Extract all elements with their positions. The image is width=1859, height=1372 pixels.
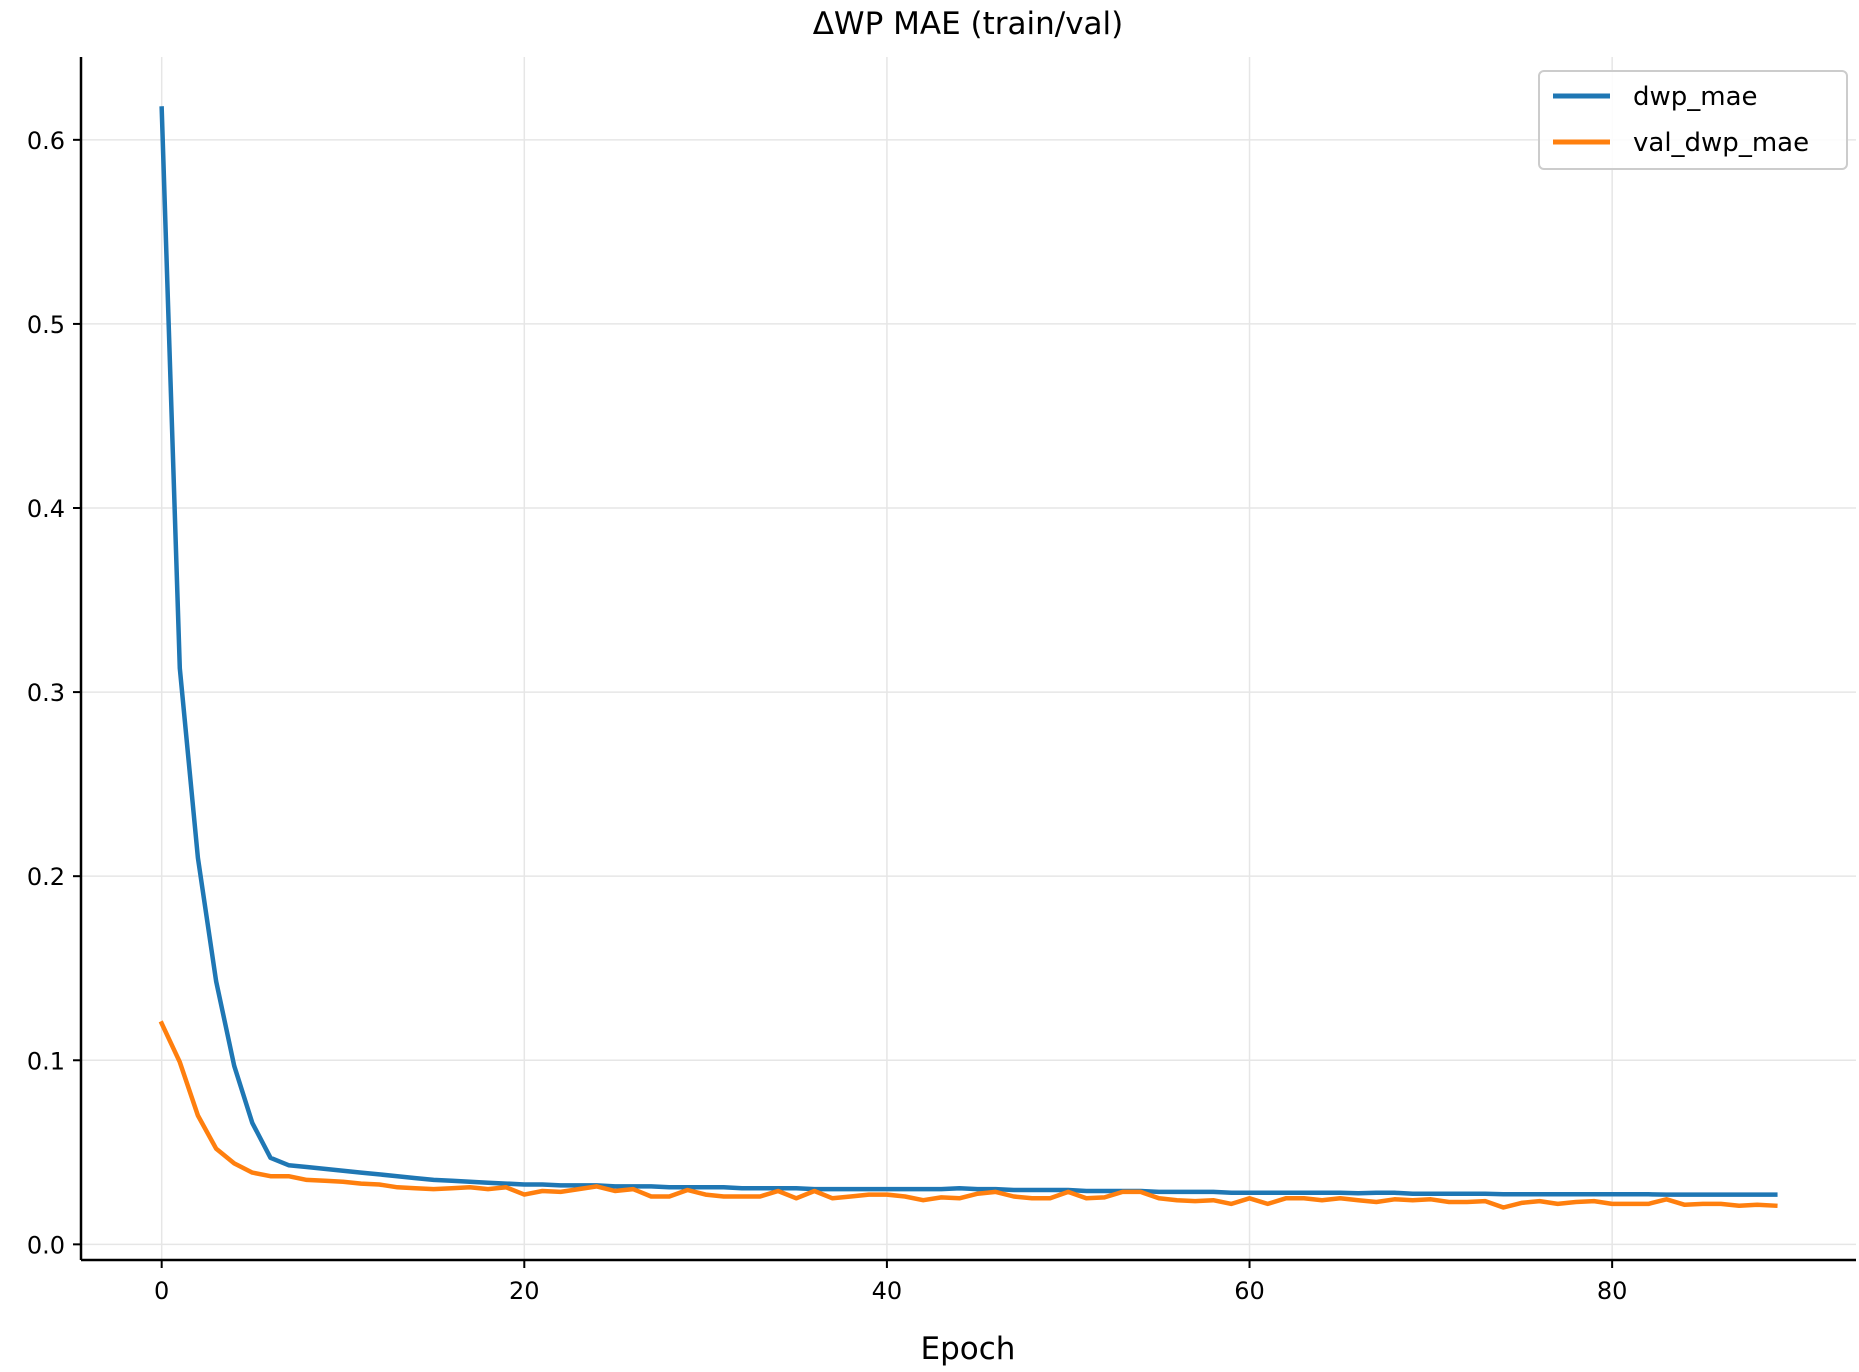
legend-label-dwp-mae: dwp_mae — [1633, 82, 1758, 112]
legend-label-val-dwp-mae: val_dwp_mae — [1633, 128, 1809, 158]
y-tick-label: 0.4 — [27, 495, 65, 523]
x-tick-label: 20 — [509, 1277, 540, 1305]
series-line-dwp-mae — [159, 106, 1778, 1197]
chart-title: ΔWP MAE (train/val) — [813, 6, 1124, 42]
y-tick-label: 0.5 — [27, 311, 65, 339]
series-line-val-dwp-mae — [158, 1020, 1778, 1210]
x-tick-label: 60 — [1234, 1277, 1265, 1305]
x-tick-label: 40 — [872, 1277, 903, 1305]
y-tick-label: 0.2 — [27, 863, 65, 891]
x-tick-label: 80 — [1597, 1277, 1628, 1305]
y-tick-label: 0.1 — [27, 1047, 65, 1075]
y-tick-label: 0.0 — [27, 1231, 65, 1259]
x-axis-label: Epoch — [921, 1331, 1016, 1367]
legend-box — [1538, 70, 1848, 170]
axes-layer — [79, 57, 1856, 1262]
grid-layer — [81, 57, 1856, 1260]
x-tick-label: 0 — [154, 1277, 169, 1305]
ticks-layer: 0 20 40 60 80 0.0 0.1 0.2 0.3 0.4 0.5 0.6 — [27, 127, 1628, 1305]
series-layer — [158, 106, 1778, 1210]
y-tick-label: 0.3 — [27, 679, 65, 707]
legend: dwp_mae val_dwp_mae — [1538, 70, 1848, 170]
y-tick-label: 0.6 — [27, 127, 65, 155]
